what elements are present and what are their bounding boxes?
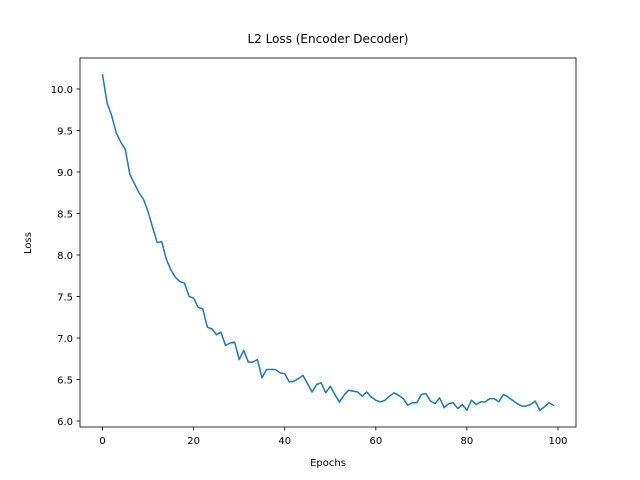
y-tick-label: 10.0: [51, 85, 73, 96]
y-tick-label: 6.5: [57, 376, 73, 387]
x-tick-label: 40: [278, 436, 291, 447]
y-tick-label: 8.5: [57, 209, 73, 220]
x-axis-label: Epochs: [310, 458, 346, 469]
y-tick-label: 9.0: [57, 168, 73, 179]
y-tick-label: 6.0: [57, 417, 73, 428]
y-axis-label: Loss: [23, 232, 34, 254]
data-line: [101, 73, 555, 411]
chart-title: L2 Loss (Encoder Decoder): [247, 32, 408, 46]
x-tick-label: 80: [461, 436, 474, 447]
y-tick-label: 8.0: [57, 251, 73, 262]
x-tick-label: 0: [99, 436, 105, 447]
y-tick-label: 9.5: [57, 126, 73, 137]
x-tick-label: 100: [548, 436, 567, 447]
y-tick-label: 7.5: [57, 293, 73, 304]
y-tick-label: 7.0: [57, 334, 73, 345]
x-tick-label: 20: [187, 436, 200, 447]
plot-frame: [79, 57, 577, 428]
x-tick-label: 60: [369, 436, 382, 447]
